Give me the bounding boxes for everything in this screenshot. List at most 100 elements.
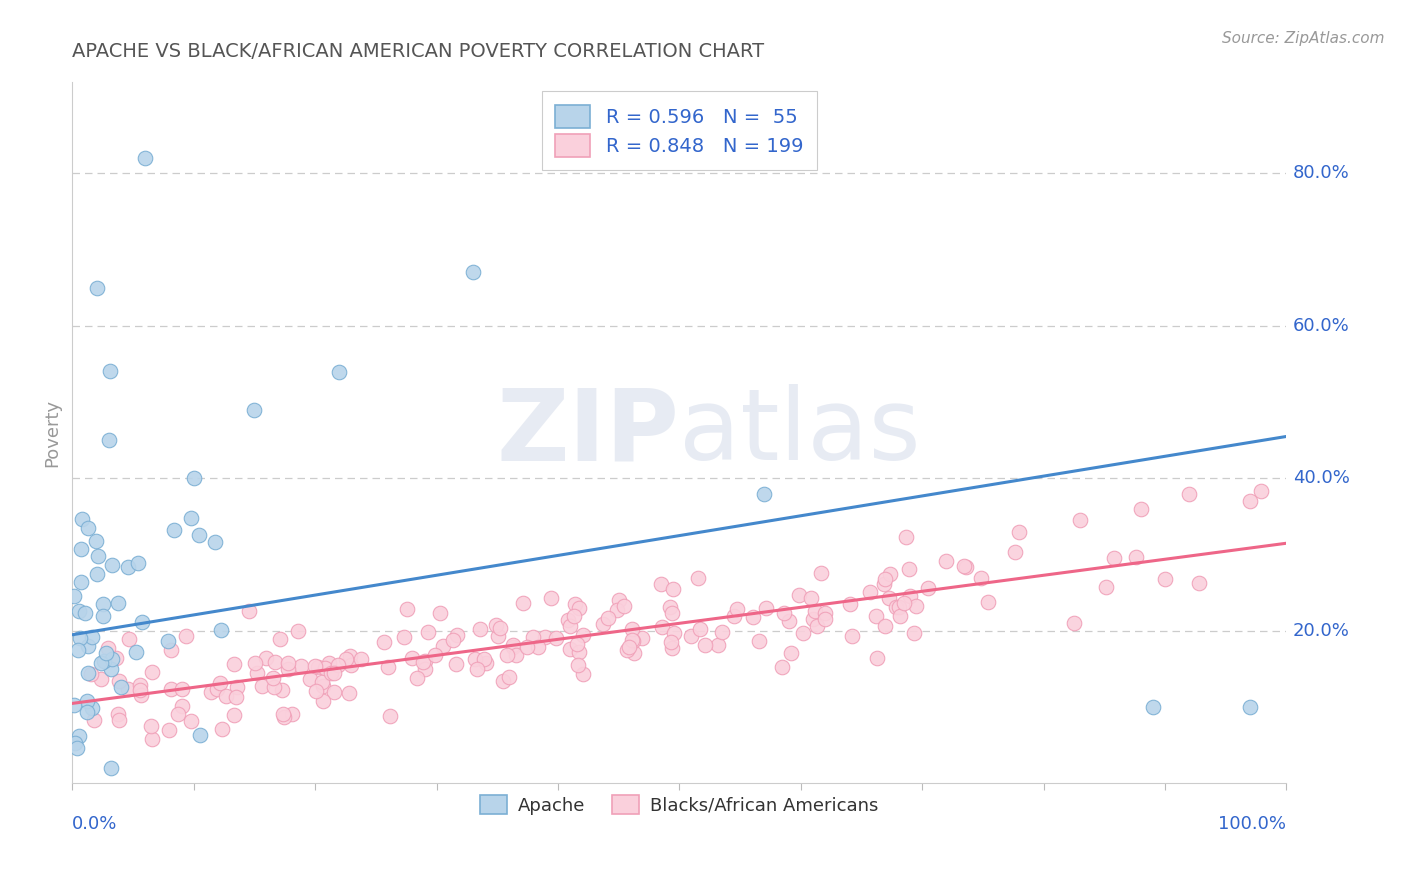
Point — [225, 690, 247, 704]
Point — [897, 562, 920, 576]
Point — [977, 595, 1000, 609]
Point — [917, 581, 939, 595]
Point — [560, 641, 582, 656]
Point — [893, 597, 915, 611]
Point — [238, 604, 260, 618]
Point — [90, 672, 112, 686]
Point — [215, 690, 238, 704]
Point — [492, 674, 515, 689]
Point — [319, 666, 342, 681]
Point — [486, 629, 509, 643]
Point — [94, 646, 117, 660]
Point — [224, 707, 246, 722]
Point — [502, 640, 524, 654]
Point — [841, 629, 863, 643]
Point — [468, 623, 491, 637]
Point — [1188, 575, 1211, 590]
Point — [527, 640, 550, 654]
Point — [1178, 486, 1201, 500]
Point — [778, 615, 800, 629]
Point — [209, 623, 232, 637]
Point — [76, 639, 98, 653]
Point — [80, 631, 103, 645]
Point — [631, 631, 654, 645]
Point — [335, 652, 357, 666]
Point — [277, 656, 299, 670]
Point — [1102, 551, 1125, 566]
Point — [799, 591, 821, 606]
Point — [269, 632, 291, 646]
Point — [873, 618, 896, 632]
Point — [73, 606, 96, 620]
Point — [167, 707, 190, 722]
Point — [84, 533, 107, 548]
Point — [118, 632, 141, 647]
Point — [183, 471, 205, 485]
Point — [446, 657, 468, 671]
Point — [873, 572, 896, 586]
Point — [271, 706, 294, 721]
Point — [773, 606, 796, 620]
Point — [328, 365, 350, 379]
Point — [804, 604, 827, 618]
Point — [681, 629, 703, 643]
Point — [572, 628, 595, 642]
Point — [661, 640, 683, 655]
Point — [1239, 494, 1261, 508]
Point — [512, 596, 534, 610]
Point — [770, 660, 793, 674]
Point — [101, 558, 124, 572]
Point — [710, 624, 733, 639]
Point — [806, 618, 828, 632]
Point — [86, 567, 108, 582]
Point — [558, 618, 581, 632]
Point — [568, 645, 591, 659]
Point — [1069, 513, 1091, 527]
Point — [693, 638, 716, 652]
Point — [725, 602, 748, 616]
Point — [157, 723, 180, 738]
Point — [100, 364, 122, 378]
Point — [350, 652, 373, 666]
Point — [69, 729, 91, 743]
Point — [898, 589, 921, 603]
Text: 80.0%: 80.0% — [1292, 164, 1350, 182]
Point — [605, 603, 627, 617]
Point — [107, 713, 129, 727]
Point — [412, 655, 434, 669]
Point — [262, 671, 284, 685]
Point — [323, 684, 346, 698]
Point — [413, 662, 436, 676]
Point — [117, 681, 139, 696]
Point — [174, 629, 197, 643]
Point — [441, 632, 464, 647]
Point — [93, 654, 115, 668]
Point — [755, 600, 778, 615]
Point — [1008, 524, 1031, 539]
Point — [326, 657, 349, 672]
Point — [801, 612, 824, 626]
Point — [281, 706, 304, 721]
Point — [70, 512, 93, 526]
Point — [76, 705, 98, 719]
Point — [741, 610, 763, 624]
Point — [461, 265, 484, 279]
Point — [188, 728, 211, 742]
Point — [76, 665, 98, 680]
Point — [90, 656, 112, 670]
Point — [1063, 615, 1085, 630]
Point — [243, 402, 266, 417]
Point — [879, 567, 901, 582]
Point — [110, 680, 132, 694]
Point — [80, 667, 103, 681]
Point — [429, 606, 451, 620]
Point — [160, 682, 183, 697]
Point — [596, 611, 619, 625]
Point — [498, 670, 520, 684]
Point — [277, 662, 299, 676]
Point — [208, 676, 231, 690]
Point — [495, 648, 517, 662]
Point — [392, 630, 415, 644]
Text: 0.0%: 0.0% — [72, 815, 118, 833]
Point — [952, 558, 974, 573]
